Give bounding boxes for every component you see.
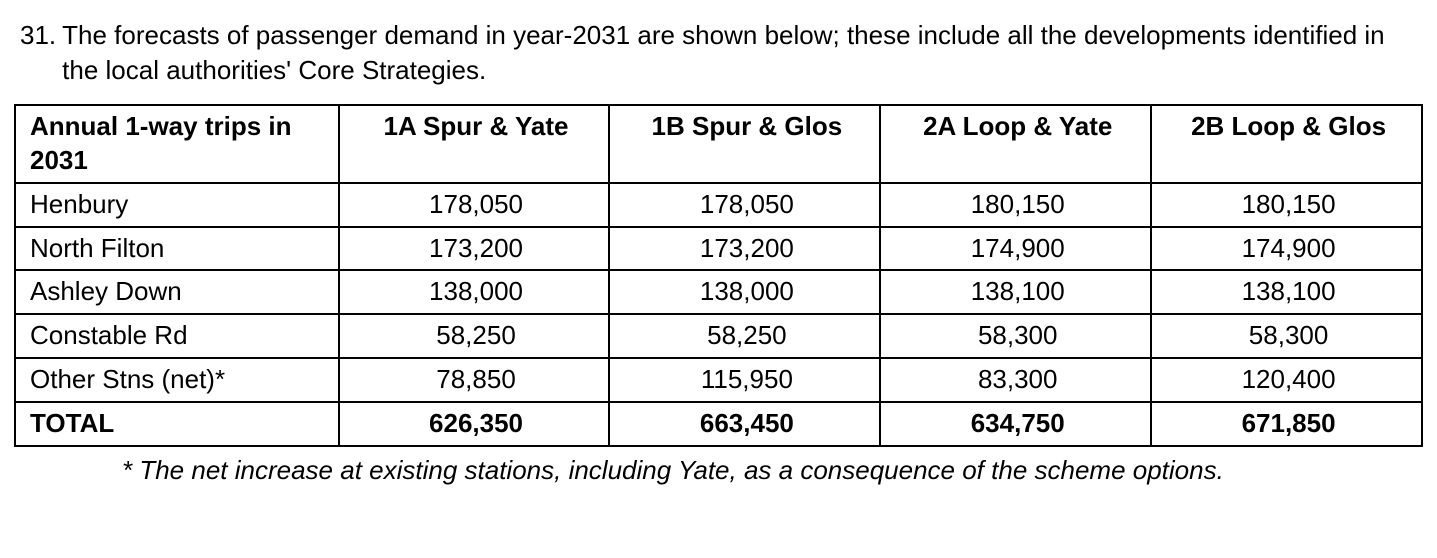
cell-value: 180,150 bbox=[880, 183, 1151, 227]
row-label: Henbury bbox=[15, 183, 339, 227]
paragraph-number: 31. bbox=[14, 18, 62, 53]
table-header-row: Annual 1-way trips in 2031 1A Spur & Yat… bbox=[15, 105, 1422, 183]
cell-value: 58,300 bbox=[1151, 314, 1422, 358]
row-label: Constable Rd bbox=[15, 314, 339, 358]
cell-value: 138,000 bbox=[339, 270, 610, 314]
row-label: Ashley Down bbox=[15, 270, 339, 314]
cell-value: 174,900 bbox=[880, 227, 1151, 271]
row-label: Other Stns (net)* bbox=[15, 358, 339, 402]
total-value: 626,350 bbox=[339, 402, 610, 446]
cell-value: 138,000 bbox=[609, 270, 880, 314]
cell-value: 138,100 bbox=[880, 270, 1151, 314]
row-label: North Filton bbox=[15, 227, 339, 271]
cell-value: 178,050 bbox=[339, 183, 610, 227]
col-header-row-label: Annual 1-way trips in 2031 bbox=[15, 105, 339, 183]
demand-forecast-table: Annual 1-way trips in 2031 1A Spur & Yat… bbox=[14, 104, 1423, 446]
cell-value: 173,200 bbox=[339, 227, 610, 271]
table-total-row: TOTAL 626,350 663,450 634,750 671,850 bbox=[15, 402, 1422, 446]
paragraph-31: 31. The forecasts of passenger demand in… bbox=[14, 18, 1423, 88]
cell-value: 174,900 bbox=[1151, 227, 1422, 271]
col-header-2a: 2A Loop & Yate bbox=[880, 105, 1151, 183]
paragraph-text: The forecasts of passenger demand in yea… bbox=[62, 18, 1423, 88]
total-value: 663,450 bbox=[609, 402, 880, 446]
total-value: 634,750 bbox=[880, 402, 1151, 446]
cell-value: 58,250 bbox=[609, 314, 880, 358]
cell-value: 58,300 bbox=[880, 314, 1151, 358]
col-header-1a: 1A Spur & Yate bbox=[339, 105, 610, 183]
total-label: TOTAL bbox=[15, 402, 339, 446]
cell-value: 138,100 bbox=[1151, 270, 1422, 314]
cell-value: 115,950 bbox=[609, 358, 880, 402]
table-row: Henbury 178,050 178,050 180,150 180,150 bbox=[15, 183, 1422, 227]
cell-value: 83,300 bbox=[880, 358, 1151, 402]
table-row: Constable Rd 58,250 58,250 58,300 58,300 bbox=[15, 314, 1422, 358]
cell-value: 180,150 bbox=[1151, 183, 1422, 227]
table-row: North Filton 173,200 173,200 174,900 174… bbox=[15, 227, 1422, 271]
col-header-1b: 1B Spur & Glos bbox=[609, 105, 880, 183]
cell-value: 178,050 bbox=[609, 183, 880, 227]
col-header-2b: 2B Loop & Glos bbox=[1151, 105, 1422, 183]
cell-value: 120,400 bbox=[1151, 358, 1422, 402]
table-row: Other Stns (net)* 78,850 115,950 83,300 … bbox=[15, 358, 1422, 402]
cell-value: 173,200 bbox=[609, 227, 880, 271]
cell-value: 78,850 bbox=[339, 358, 610, 402]
table-footnote: * The net increase at existing stations,… bbox=[14, 453, 1423, 488]
cell-value: 58,250 bbox=[339, 314, 610, 358]
total-value: 671,850 bbox=[1151, 402, 1422, 446]
table-row: Ashley Down 138,000 138,000 138,100 138,… bbox=[15, 270, 1422, 314]
